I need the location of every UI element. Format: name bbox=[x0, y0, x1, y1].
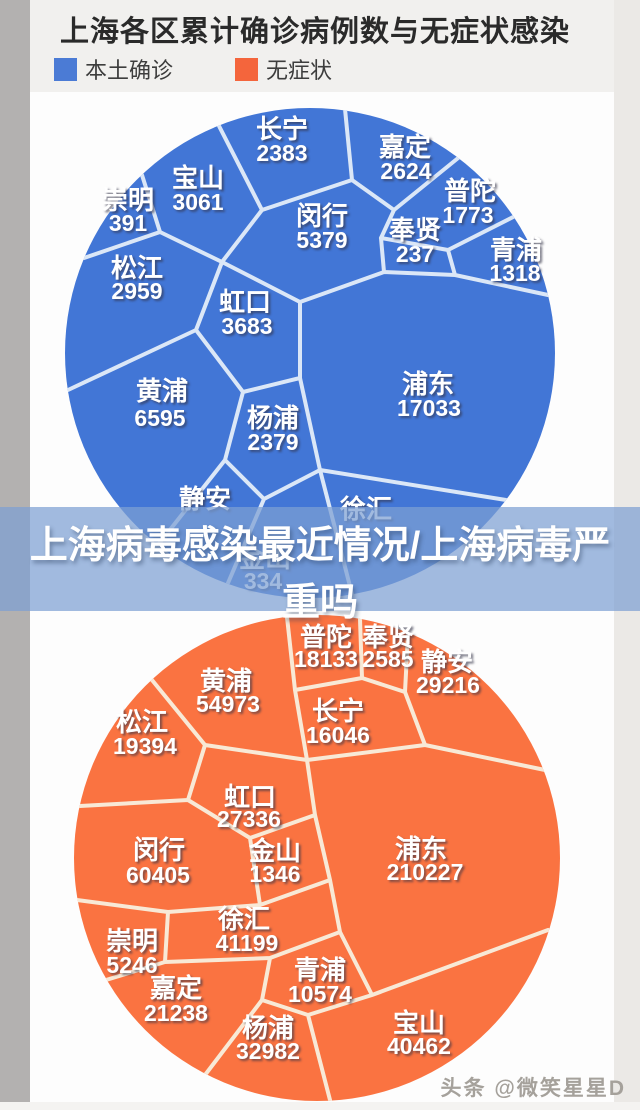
district-value: 17033 bbox=[397, 395, 461, 421]
district-value: 19394 bbox=[113, 733, 177, 759]
district-name: 长宁 bbox=[312, 696, 364, 726]
watermark: 头条 @微笑星星D bbox=[440, 1077, 626, 1100]
district-value: 3061 bbox=[172, 189, 223, 215]
overlay-title-line1: 上海病毒感染最近情况/上海病毒严 bbox=[29, 525, 611, 567]
district-name: 黄浦 bbox=[136, 376, 188, 406]
district-name: 松江 bbox=[116, 707, 168, 737]
district-value: 2624 bbox=[380, 158, 431, 184]
district-name: 杨浦 bbox=[247, 403, 299, 433]
district-name: 金山 bbox=[248, 836, 301, 866]
district-name: 闵行 bbox=[133, 835, 185, 865]
district-value: 10574 bbox=[288, 981, 352, 1007]
district-value: 29216 bbox=[416, 672, 480, 698]
district-value: 41199 bbox=[216, 930, 279, 956]
district-value: 2585 bbox=[362, 646, 413, 672]
legend-swatch-asymptomatic bbox=[235, 57, 259, 81]
district-name: 宝山 bbox=[172, 163, 224, 193]
district-name: 奉贤 bbox=[361, 622, 414, 652]
district-value: 391 bbox=[109, 210, 148, 236]
chart-legend: 本土确诊 无症状 bbox=[54, 53, 394, 85]
asymptomatic-cell-borders bbox=[75, 615, 550, 1101]
confirmed-circle bbox=[65, 108, 555, 598]
district-name: 徐汇 bbox=[217, 904, 270, 934]
district-name: 青浦 bbox=[490, 235, 542, 265]
district-name: 嘉定 bbox=[379, 132, 431, 162]
asymptomatic-voronoi-map: 普陀 18133 奉贤 2585 静安 29216 黄浦 54973 松江 19… bbox=[74, 615, 560, 1101]
district-value: 54973 bbox=[196, 691, 260, 717]
district-name: 奉贤 bbox=[388, 215, 441, 245]
legend-label-confirmed: 本土确诊 bbox=[85, 58, 174, 83]
district-name: 宝山 bbox=[393, 1008, 445, 1038]
district-value: 1773 bbox=[442, 202, 493, 228]
overlay-title-banner: 上海病毒感染最近情况/上海病毒严 重吗 bbox=[0, 507, 640, 624]
district-name: 长宁 bbox=[256, 114, 308, 144]
district-name: 虹口 bbox=[219, 287, 271, 317]
district-value: 237 bbox=[396, 241, 434, 267]
district-value: 5246 bbox=[106, 952, 157, 978]
district-value: 16046 bbox=[306, 722, 370, 748]
district-name: 静安 bbox=[421, 647, 473, 677]
district-value: 3683 bbox=[221, 313, 272, 339]
overlay-title-line2: 重吗 bbox=[281, 582, 358, 624]
district-value: 18133 bbox=[294, 646, 358, 672]
district-name: 青浦 bbox=[294, 955, 346, 985]
legend-swatch-confirmed bbox=[54, 57, 77, 81]
district-name: 浦东 bbox=[395, 834, 447, 864]
district-value: 32982 bbox=[236, 1038, 300, 1064]
district-value: 2959 bbox=[111, 278, 162, 304]
bottom-divider bbox=[0, 1102, 640, 1110]
district-value: 2383 bbox=[256, 140, 307, 166]
district-value: 210227 bbox=[387, 859, 464, 885]
district-name: 崇明 bbox=[106, 926, 158, 956]
district-value: 6595 bbox=[134, 405, 185, 431]
district-value: 2379 bbox=[247, 429, 298, 455]
district-name: 嘉定 bbox=[150, 973, 202, 1003]
district-value: 40462 bbox=[387, 1033, 451, 1059]
confirmed-voronoi-map: 崇明 391 宝山 3061 长宁 2383 嘉定 2624 普陀 1773 奉… bbox=[65, 108, 555, 598]
district-value: 5379 bbox=[296, 227, 347, 253]
district-name: 浦东 bbox=[402, 369, 454, 399]
legend-label-asymptomatic: 无症状 bbox=[266, 58, 333, 83]
district-name: 虹口 bbox=[224, 782, 276, 812]
district-value: 21238 bbox=[144, 1000, 208, 1026]
district-name: 黄浦 bbox=[200, 666, 252, 696]
chart-title: 上海各区累计确诊病例数与无症状感染 bbox=[60, 16, 571, 48]
district-name: 普陀 bbox=[300, 622, 352, 652]
chart-header: 上海各区累计确诊病例数与无症状感染 本土确诊 无症状 bbox=[30, 0, 614, 92]
district-name: 普陀 bbox=[444, 176, 496, 206]
district-value: 1318 bbox=[489, 260, 540, 286]
district-name: 松江 bbox=[111, 253, 163, 283]
district-value: 27336 bbox=[217, 806, 281, 832]
district-value: 60405 bbox=[126, 862, 190, 888]
district-name: 崇明 bbox=[102, 185, 154, 215]
district-name: 闵行 bbox=[296, 201, 348, 231]
district-name: 杨浦 bbox=[242, 1013, 294, 1043]
district-value: 1346 bbox=[249, 861, 300, 887]
